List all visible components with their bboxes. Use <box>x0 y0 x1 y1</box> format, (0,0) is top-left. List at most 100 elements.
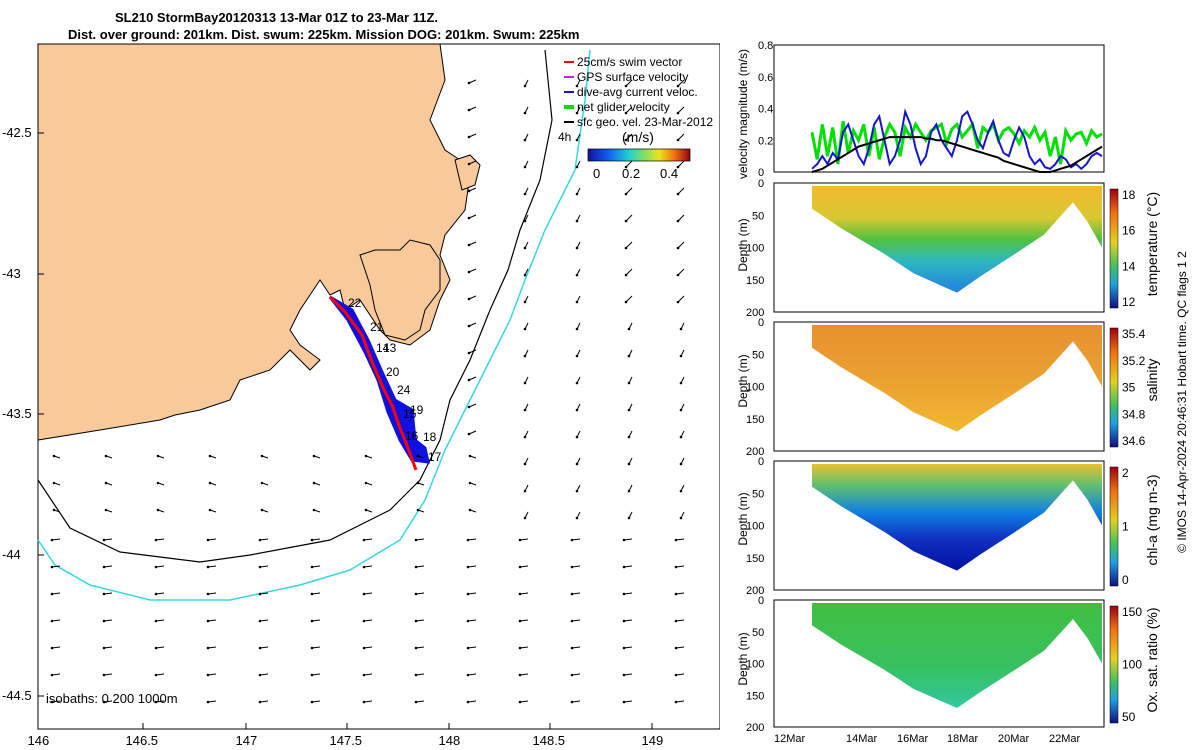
vector-head <box>570 673 574 677</box>
vector-head <box>416 508 420 512</box>
vector-head <box>468 454 472 458</box>
vector-arrow <box>103 646 113 649</box>
vector-arrow <box>259 619 269 622</box>
vector-head <box>624 273 628 277</box>
vector-head <box>570 565 574 569</box>
vector-head <box>674 565 678 569</box>
lat-tick-label: -43.5 <box>2 406 32 421</box>
vector-head <box>627 462 631 466</box>
depth-ytick: 100 <box>746 521 764 533</box>
vector-arrow <box>51 619 61 622</box>
vector-head <box>624 84 628 88</box>
vector-head <box>679 462 683 466</box>
depth-ytick: 50 <box>752 488 764 500</box>
depth-ytick: 50 <box>752 627 764 639</box>
vector-arrow <box>571 700 581 703</box>
vector-head <box>523 435 527 439</box>
vector-head <box>679 408 683 412</box>
profile-colorbar <box>1109 188 1119 309</box>
vector-head <box>362 565 366 569</box>
vector-head <box>518 565 522 569</box>
depth-ytick: 0 <box>758 317 764 329</box>
vector-head <box>523 516 527 520</box>
map-axis-ticks: -42.5 -43 -43.5 -44 -44.5 146 146.5 147 147.5 148… <box>2 125 663 748</box>
vector-head <box>312 481 316 485</box>
vector-arrow <box>103 700 113 703</box>
lat-tick-label: -42.5 <box>2 125 32 140</box>
map-colorbar-label: (m/s) <box>622 129 654 145</box>
vector-arrow <box>155 700 165 703</box>
vector-arrow <box>519 673 529 676</box>
vector-head <box>50 673 54 677</box>
vector-head <box>310 538 314 542</box>
vector-arrow <box>625 214 633 222</box>
vector-arrow <box>625 79 633 87</box>
glider-track <box>328 295 418 471</box>
vector-head <box>414 592 418 596</box>
vector-head <box>414 538 418 542</box>
vector-head <box>676 138 680 142</box>
vector-arrow <box>311 700 321 703</box>
vector-head <box>50 565 54 569</box>
vector-head <box>570 592 574 596</box>
vector-head <box>467 135 471 139</box>
ox-colorbar-label: Ox. sat. ratio (%) <box>1144 607 1160 713</box>
map-colorbar-tick: 0.4 <box>660 166 678 181</box>
time-xtick: 20Mar <box>998 733 1030 745</box>
vector-head <box>258 673 262 677</box>
vector-arrow <box>623 700 633 703</box>
vector-head <box>523 408 527 412</box>
vector-head <box>676 246 680 250</box>
vector-arrow <box>207 619 217 622</box>
vector-arrow <box>675 619 685 622</box>
vector-head <box>575 354 579 358</box>
vector-head <box>466 646 470 650</box>
vector-arrow <box>675 700 685 703</box>
vector-arrow <box>675 565 685 568</box>
profile-colorbar <box>1109 466 1119 587</box>
vector-arrow <box>571 592 581 595</box>
colorbar-tick: 34.6 <box>1122 434 1146 448</box>
vector-head <box>154 592 158 596</box>
depth-ytick: 200 <box>746 585 764 597</box>
vector-head <box>518 592 522 596</box>
vector-head <box>575 462 579 466</box>
lon-tick-label: 146 <box>28 733 50 748</box>
depth-ytick: 150 <box>746 553 764 565</box>
vector-arrow <box>677 214 685 222</box>
vector-head <box>518 673 522 677</box>
vector-head <box>364 481 368 485</box>
colorbar-tick: 2 <box>1122 466 1129 480</box>
vector-head <box>258 619 262 623</box>
vector-arrow <box>363 538 373 541</box>
vector-head <box>50 538 54 542</box>
vector-arrow <box>155 646 165 649</box>
vector-head <box>154 538 158 542</box>
lat-tick-label: -44 <box>2 547 21 562</box>
vector-arrow <box>51 700 61 703</box>
vector-head <box>50 646 54 650</box>
vector-head <box>102 565 106 569</box>
vector-arrow <box>625 268 633 276</box>
vector-head <box>466 619 470 623</box>
vector-head <box>312 508 316 512</box>
vector-arrow <box>415 565 425 568</box>
vector-head <box>154 646 158 650</box>
vector-head <box>414 619 418 623</box>
colorbar-tick: 150 <box>1122 605 1142 619</box>
vector-head <box>674 592 678 596</box>
time-series-panels: 00.20.40.60.8050100150200181614120501001… <box>746 40 1146 745</box>
depth-ytick: 200 <box>746 307 764 319</box>
vector-head <box>575 192 579 196</box>
vector-arrow <box>625 295 633 303</box>
vector-head <box>518 538 522 542</box>
vector-arrow <box>363 646 373 649</box>
vector-head <box>622 592 626 596</box>
vector-head <box>260 481 264 485</box>
colorbar-tick: 35.2 <box>1122 354 1146 368</box>
vector-arrow <box>155 538 165 541</box>
vector-head <box>208 508 212 512</box>
vector-arrow <box>207 700 217 703</box>
island-north <box>454 154 481 191</box>
vector-arrow <box>207 592 217 595</box>
